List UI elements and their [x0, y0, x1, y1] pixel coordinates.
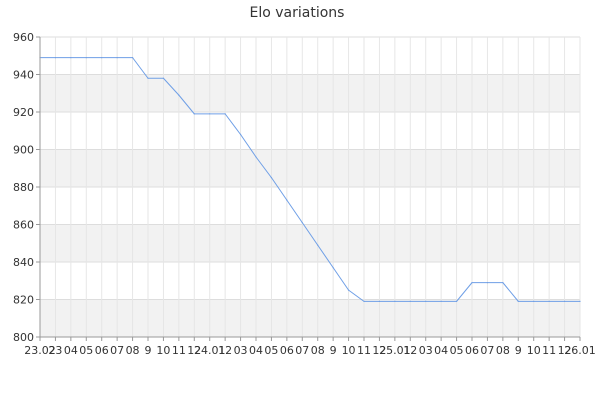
x-tick-label: 04 [249, 344, 263, 357]
x-tick-label: 23.02 [24, 344, 56, 357]
x-tick-label: 03 [234, 344, 248, 357]
x-tick-label: 08 [311, 344, 325, 357]
x-tick-label: 07 [110, 344, 124, 357]
x-tick-label: 08 [126, 344, 140, 357]
data-point [409, 300, 411, 302]
y-tick-label: 940 [13, 69, 34, 82]
y-tick-label: 920 [13, 106, 34, 119]
x-tick-label: 9 [330, 344, 337, 357]
data-point [209, 113, 211, 115]
data-point [517, 300, 519, 302]
x-tick-label: 06 [95, 344, 109, 357]
x-tick-label: 9 [145, 344, 152, 357]
data-point [116, 57, 118, 59]
x-tick-label: 11 [357, 344, 371, 357]
data-point [193, 113, 195, 115]
y-tick-label: 860 [13, 219, 34, 232]
data-point [162, 77, 165, 79]
data-point [347, 289, 350, 291]
plot-band [40, 299, 580, 337]
data-point [471, 282, 473, 284]
y-tick-label: 900 [13, 144, 34, 157]
x-tick-label: 03 [419, 344, 433, 357]
data-point [548, 300, 550, 302]
plot-band [40, 74, 580, 112]
series-line [40, 57, 580, 302]
y-tick-label: 960 [13, 31, 34, 44]
data-point [440, 300, 442, 302]
x-tick-label: 05 [79, 344, 93, 357]
x-tick-label: 11 [542, 344, 556, 357]
data-point [502, 282, 504, 284]
data-point [579, 300, 581, 302]
data-point [425, 300, 427, 302]
y-tick-label: 840 [13, 256, 34, 269]
x-tick-label: 06 [465, 344, 479, 357]
data-point [394, 300, 396, 302]
data-point [131, 57, 134, 59]
axes [36, 36, 581, 341]
x-tick-label: 9 [515, 344, 522, 357]
x-tick-label: 10 [342, 344, 356, 357]
data-point [70, 57, 72, 59]
x-tick-label: 25.01 [379, 344, 411, 357]
x-tick-label: 06 [280, 344, 294, 357]
x-tick-label: 12 [218, 344, 232, 357]
plot-band [40, 149, 580, 187]
data-point [224, 113, 226, 115]
x-tick-label: 07 [295, 344, 309, 357]
chart-title: Elo variations [250, 5, 345, 21]
data-point [85, 57, 87, 59]
x-tick-label: 12 [558, 344, 572, 357]
plot-bands [40, 74, 580, 337]
x-tick-label: 05 [264, 344, 278, 357]
data-point [101, 57, 103, 59]
data-point [486, 282, 489, 284]
x-tick-label: 05 [450, 344, 464, 357]
y-tick-label: 880 [13, 181, 34, 194]
x-tick-label: 26.01 [564, 344, 596, 357]
data-point [286, 199, 288, 201]
y-tick-label: 820 [13, 294, 34, 307]
plot-band [40, 224, 580, 262]
data-point [455, 300, 458, 302]
x-tick-label: 12 [187, 344, 201, 357]
x-tick-label: 23 [48, 344, 62, 357]
data-point [378, 300, 381, 302]
x-tick-label: 08 [496, 344, 510, 357]
grid-lines [39, 36, 581, 338]
x-tick-label: 04 [434, 344, 448, 357]
data-point [54, 57, 57, 59]
x-tick-label: 24.01 [194, 344, 226, 357]
data-point [363, 300, 365, 302]
data-point [255, 156, 257, 158]
data-point [178, 94, 180, 96]
x-tick-label: 10 [527, 344, 541, 357]
data-point [332, 267, 334, 269]
data-point [301, 222, 303, 224]
x-tick-label: 04 [64, 344, 78, 357]
x-tick-label: 12 [403, 344, 417, 357]
data-point [563, 300, 566, 302]
data-point [533, 300, 535, 302]
data-point [147, 77, 149, 79]
x-tick-label: 11 [172, 344, 186, 357]
data-point [239, 133, 242, 136]
data-point [270, 177, 273, 179]
x-tick-label: 10 [156, 344, 170, 357]
x-tick-label: 12 [372, 344, 386, 357]
x-tick-label: 07 [480, 344, 494, 357]
y-tick-label: 800 [13, 331, 34, 344]
data-point [317, 244, 319, 246]
